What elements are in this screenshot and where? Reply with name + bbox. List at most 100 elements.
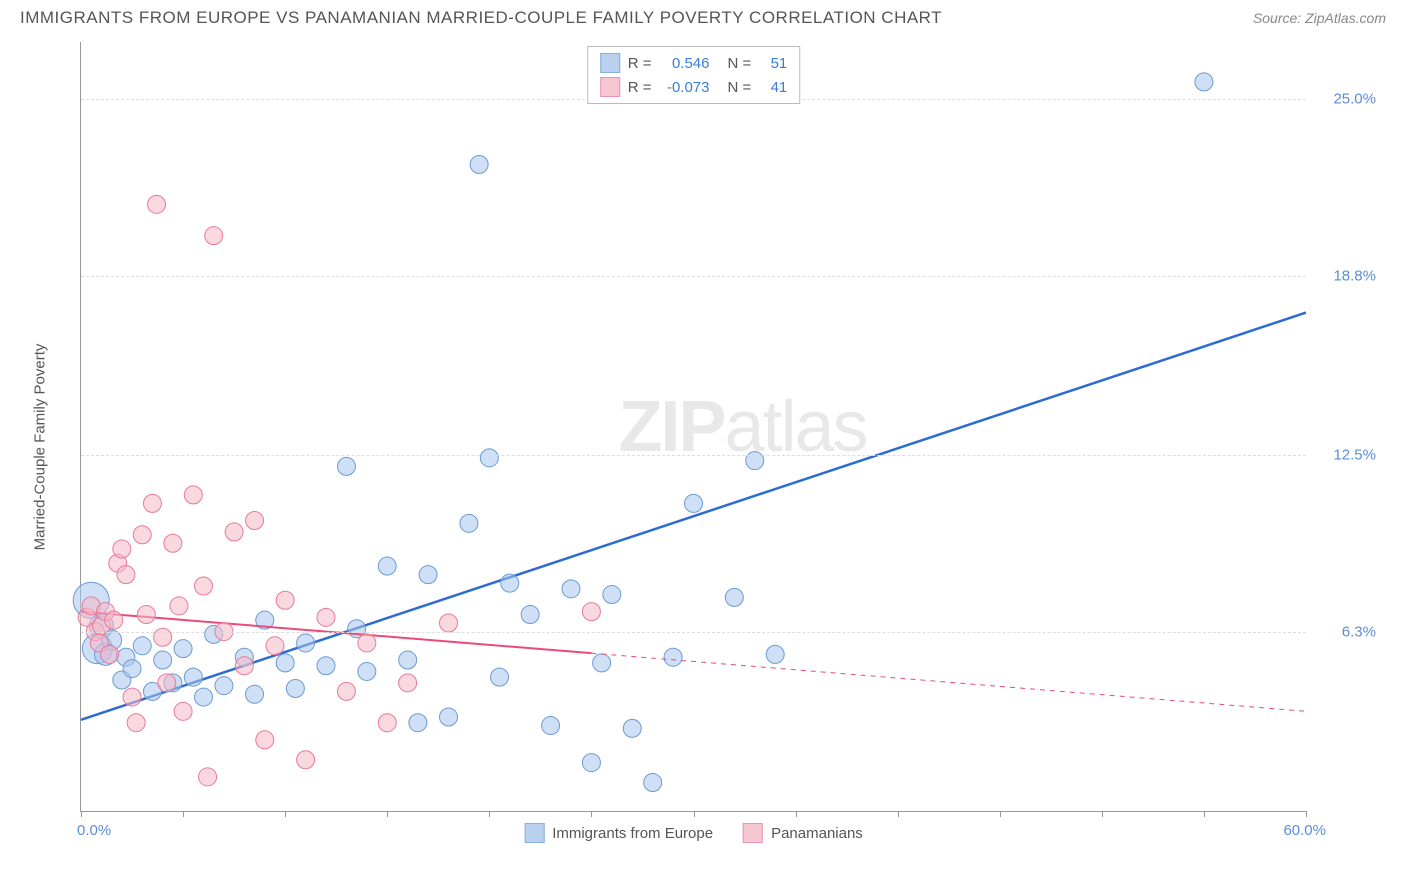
data-point	[358, 662, 376, 680]
data-point	[235, 657, 253, 675]
data-point	[766, 645, 784, 663]
data-point	[419, 566, 437, 584]
x-tick	[1102, 811, 1103, 817]
data-point	[317, 608, 335, 626]
source-attribution: Source: ZipAtlas.com	[1253, 10, 1386, 26]
data-point	[174, 702, 192, 720]
x-tick	[1000, 811, 1001, 817]
data-point	[133, 526, 151, 544]
x-tick	[898, 811, 899, 817]
legend-r-label: R =	[628, 79, 652, 96]
data-point	[276, 591, 294, 609]
data-point	[582, 603, 600, 621]
chart-title: IMMIGRANTS FROM EUROPE VS PANAMANIAN MAR…	[20, 8, 942, 28]
data-point	[399, 674, 417, 692]
data-point	[491, 668, 509, 686]
data-point	[286, 680, 304, 698]
legend-swatch	[524, 823, 544, 843]
x-tick	[796, 811, 797, 817]
data-point	[593, 654, 611, 672]
data-point	[378, 714, 396, 732]
data-point	[542, 717, 560, 735]
legend-series-name: Immigrants from Europe	[552, 825, 713, 842]
trend-line-extrapolated	[591, 653, 1306, 711]
data-point	[105, 611, 123, 629]
data-point	[164, 534, 182, 552]
data-point	[664, 648, 682, 666]
data-point	[170, 597, 188, 615]
legend-row: R = 0.546 N = 51	[600, 51, 788, 75]
data-point	[276, 654, 294, 672]
x-tick	[183, 811, 184, 817]
data-point	[297, 751, 315, 769]
legend-n-value: 41	[759, 79, 787, 96]
data-point	[480, 449, 498, 467]
grid-line	[81, 455, 1306, 456]
data-point	[337, 457, 355, 475]
x-axis-min-label: 0.0%	[77, 822, 111, 839]
grid-line	[81, 276, 1306, 277]
data-point	[603, 586, 621, 604]
data-point	[440, 708, 458, 726]
y-tick-label: 18.8%	[1333, 267, 1376, 284]
data-point	[521, 605, 539, 623]
x-tick	[489, 811, 490, 817]
x-tick	[1306, 811, 1307, 817]
legend-item: Panamanians	[743, 823, 863, 843]
x-axis-max-label: 60.0%	[1283, 822, 1326, 839]
grid-line	[81, 632, 1306, 633]
stats-legend: R = 0.546 N = 51 R = -0.073 N = 41	[587, 46, 801, 104]
plot-svg	[81, 42, 1306, 811]
y-tick-label: 12.5%	[1333, 446, 1376, 463]
data-point	[1195, 73, 1213, 91]
data-point	[184, 668, 202, 686]
data-point	[399, 651, 417, 669]
data-point	[358, 634, 376, 652]
legend-item: Immigrants from Europe	[524, 823, 713, 843]
data-point	[205, 227, 223, 245]
y-axis-label: Married-Couple Family Poverty	[32, 344, 49, 551]
legend-n-label: N =	[728, 55, 752, 72]
y-tick-label: 25.0%	[1333, 90, 1376, 107]
data-point	[158, 674, 176, 692]
data-point	[101, 645, 119, 663]
x-tick	[81, 811, 82, 817]
data-point	[246, 511, 264, 529]
legend-swatch	[600, 53, 620, 73]
data-point	[174, 640, 192, 658]
data-point	[195, 577, 213, 595]
data-point	[562, 580, 580, 598]
data-point	[123, 660, 141, 678]
data-point	[215, 677, 233, 695]
data-point	[148, 195, 166, 213]
legend-n-value: 51	[759, 55, 787, 72]
x-tick	[285, 811, 286, 817]
data-point	[460, 514, 478, 532]
data-point	[246, 685, 264, 703]
legend-r-value: -0.073	[660, 79, 710, 96]
data-point	[184, 486, 202, 504]
chart-container: Married-Couple Family Poverty ZIPatlas 6…	[50, 42, 1386, 852]
legend-row: R = -0.073 N = 41	[600, 75, 788, 99]
y-tick-label: 6.3%	[1342, 623, 1376, 640]
data-point	[297, 634, 315, 652]
data-point	[685, 494, 703, 512]
data-point	[127, 714, 145, 732]
data-point	[154, 651, 172, 669]
data-point	[133, 637, 151, 655]
data-point	[143, 494, 161, 512]
data-point	[317, 657, 335, 675]
legend-n-label: N =	[728, 79, 752, 96]
plot-area: ZIPatlas 6.3%12.5%18.8%25.0% R = 0.546 N…	[80, 42, 1306, 812]
data-point	[195, 688, 213, 706]
legend-swatch	[743, 823, 763, 843]
header: IMMIGRANTS FROM EUROPE VS PANAMANIAN MAR…	[0, 0, 1406, 32]
x-tick	[1204, 811, 1205, 817]
x-tick	[387, 811, 388, 817]
legend-swatch	[600, 77, 620, 97]
trend-line	[81, 313, 1306, 720]
data-point	[623, 719, 641, 737]
data-point	[256, 731, 274, 749]
data-point	[225, 523, 243, 541]
data-point	[123, 688, 141, 706]
